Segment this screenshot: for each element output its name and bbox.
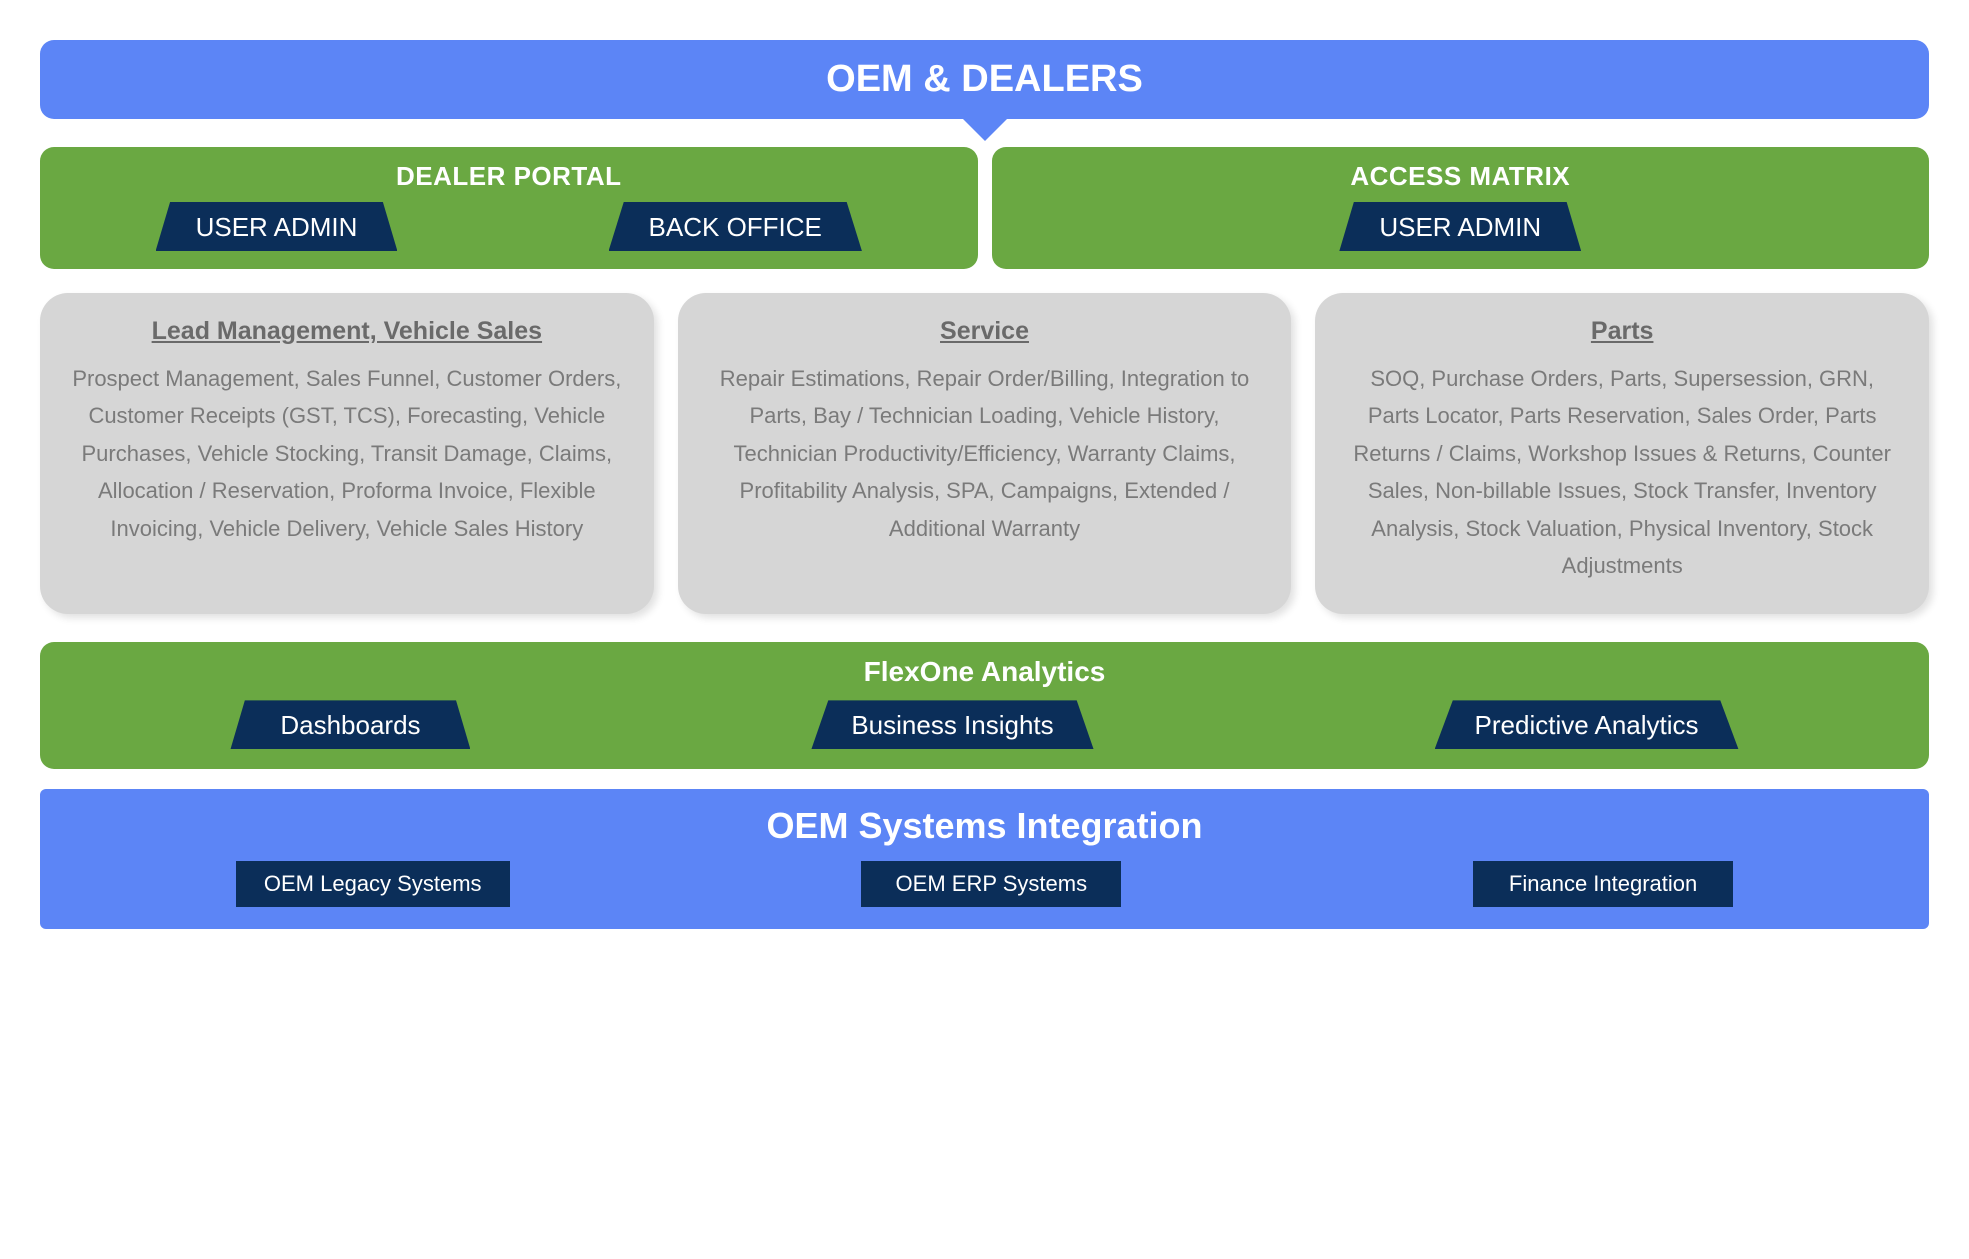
finance-integration: Finance Integration — [1473, 861, 1733, 907]
flexone-dashboards: Dashboards — [230, 700, 470, 749]
dealer-portal-title: DEALER PORTAL — [60, 161, 958, 192]
access-matrix-chips: USER ADMIN — [1012, 202, 1910, 251]
user-admin-chip: USER ADMIN — [156, 202, 398, 251]
access-matrix-panel: ACCESS MATRIX USER ADMIN — [992, 147, 1930, 269]
flexone-analytics-band: FlexOne Analytics Dashboards Business In… — [40, 642, 1929, 769]
oem-legacy-systems: OEM Legacy Systems — [236, 861, 510, 907]
oem-integration-band: OEM Systems Integration OEM Legacy Syste… — [40, 789, 1929, 929]
oem-integration-title: OEM Systems Integration — [60, 805, 1909, 847]
module-title: Lead Management, Vehicle Sales — [68, 317, 626, 346]
module-body: Repair Estimations, Repair Order/Billing… — [706, 360, 1264, 547]
user-admin-chip-2: USER ADMIN — [1339, 202, 1581, 251]
back-office-chip: BACK OFFICE — [609, 202, 862, 251]
module-lead-management: Lead Management, Vehicle Sales Prospect … — [40, 293, 654, 614]
module-title: Service — [706, 317, 1264, 346]
module-body: Prospect Management, Sales Funnel, Custo… — [68, 360, 626, 547]
modules-row: Lead Management, Vehicle Sales Prospect … — [40, 293, 1929, 614]
dealer-portal-chips: USER ADMIN BACK OFFICE — [60, 202, 958, 251]
flexone-predictive-analytics: Predictive Analytics — [1435, 700, 1739, 749]
oem-erp-systems: OEM ERP Systems — [861, 861, 1121, 907]
green-header-row: DEALER PORTAL USER ADMIN BACK OFFICE ACC… — [40, 147, 1929, 269]
top-banner: OEM & DEALERS — [40, 40, 1929, 119]
flexone-business-insights: Business Insights — [811, 700, 1093, 749]
flexone-items: Dashboards Business Insights Predictive … — [60, 700, 1909, 749]
flexone-title: FlexOne Analytics — [60, 656, 1909, 688]
module-title: Parts — [1343, 317, 1901, 346]
module-service: Service Repair Estimations, Repair Order… — [678, 293, 1292, 614]
top-banner-label: OEM & DEALERS — [826, 58, 1143, 100]
oem-integration-items: OEM Legacy Systems OEM ERP Systems Finan… — [60, 861, 1909, 907]
access-matrix-title: ACCESS MATRIX — [1012, 161, 1910, 192]
dealer-portal-panel: DEALER PORTAL USER ADMIN BACK OFFICE — [40, 147, 978, 269]
module-body: SOQ, Purchase Orders, Parts, Supersessio… — [1343, 360, 1901, 584]
diagram-container: OEM & DEALERS DEALER PORTAL USER ADMIN B… — [40, 40, 1929, 929]
module-parts: Parts SOQ, Purchase Orders, Parts, Super… — [1315, 293, 1929, 614]
